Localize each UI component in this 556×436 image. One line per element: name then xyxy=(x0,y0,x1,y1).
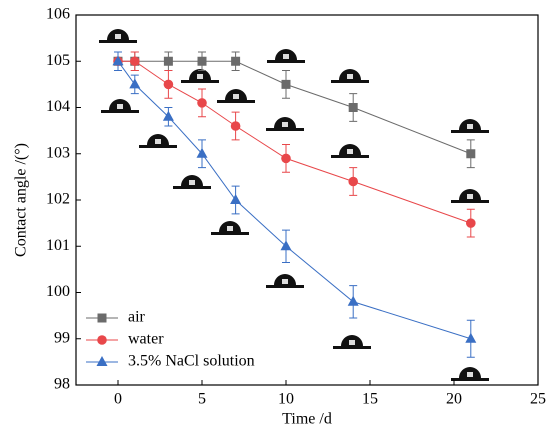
legend-marker xyxy=(97,335,107,345)
x-tick-label: 25 xyxy=(530,391,546,408)
y-tick-label: 105 xyxy=(46,52,70,69)
data-point xyxy=(466,149,476,159)
data-point xyxy=(280,240,292,251)
x-tick-label: 20 xyxy=(446,391,462,408)
data-point xyxy=(196,147,208,158)
legend-marker xyxy=(97,313,107,323)
legend-marker xyxy=(96,356,108,366)
legend-label: 3.5% NaCl solution xyxy=(128,353,255,370)
data-point xyxy=(230,194,242,204)
y-tick-label: 101 xyxy=(46,237,70,254)
data-point xyxy=(163,56,173,66)
data-point xyxy=(230,121,241,131)
data-point xyxy=(465,332,477,343)
legend-label: air xyxy=(128,309,146,326)
data-point xyxy=(197,56,207,66)
data-point xyxy=(130,56,140,67)
droplet-icons xyxy=(99,29,489,381)
x-tick-label: 0 xyxy=(114,391,122,408)
data-point xyxy=(281,79,291,89)
data-point xyxy=(348,103,358,112)
y-axis-title: Contact angle /(°) xyxy=(13,143,30,257)
x-tick-label: 10 xyxy=(278,391,294,408)
y-tick-label: 99 xyxy=(54,329,70,346)
data-point xyxy=(348,176,359,187)
y-tick-label: 102 xyxy=(46,191,70,208)
legend-label: water xyxy=(128,331,164,348)
data-point xyxy=(129,78,141,89)
x-axis-title: Time /d xyxy=(282,411,332,428)
series-line xyxy=(117,60,471,340)
data-point xyxy=(231,56,241,66)
data-point xyxy=(163,79,174,90)
y-tick-label: 98 xyxy=(54,376,70,393)
y-tick-label: 104 xyxy=(46,98,70,115)
y-tick-label: 103 xyxy=(46,144,70,161)
data-point xyxy=(466,218,476,228)
data-point xyxy=(347,295,359,306)
data-point xyxy=(281,153,291,164)
x-tick-label: 5 xyxy=(198,391,206,408)
data-point xyxy=(162,110,174,121)
y-tick-label: 106 xyxy=(46,6,70,23)
y-tick-label: 100 xyxy=(46,283,70,300)
series-line xyxy=(118,60,471,155)
series-line xyxy=(118,60,471,224)
data-point xyxy=(112,55,124,66)
data-point xyxy=(197,98,207,108)
x-tick-label: 15 xyxy=(362,391,378,408)
